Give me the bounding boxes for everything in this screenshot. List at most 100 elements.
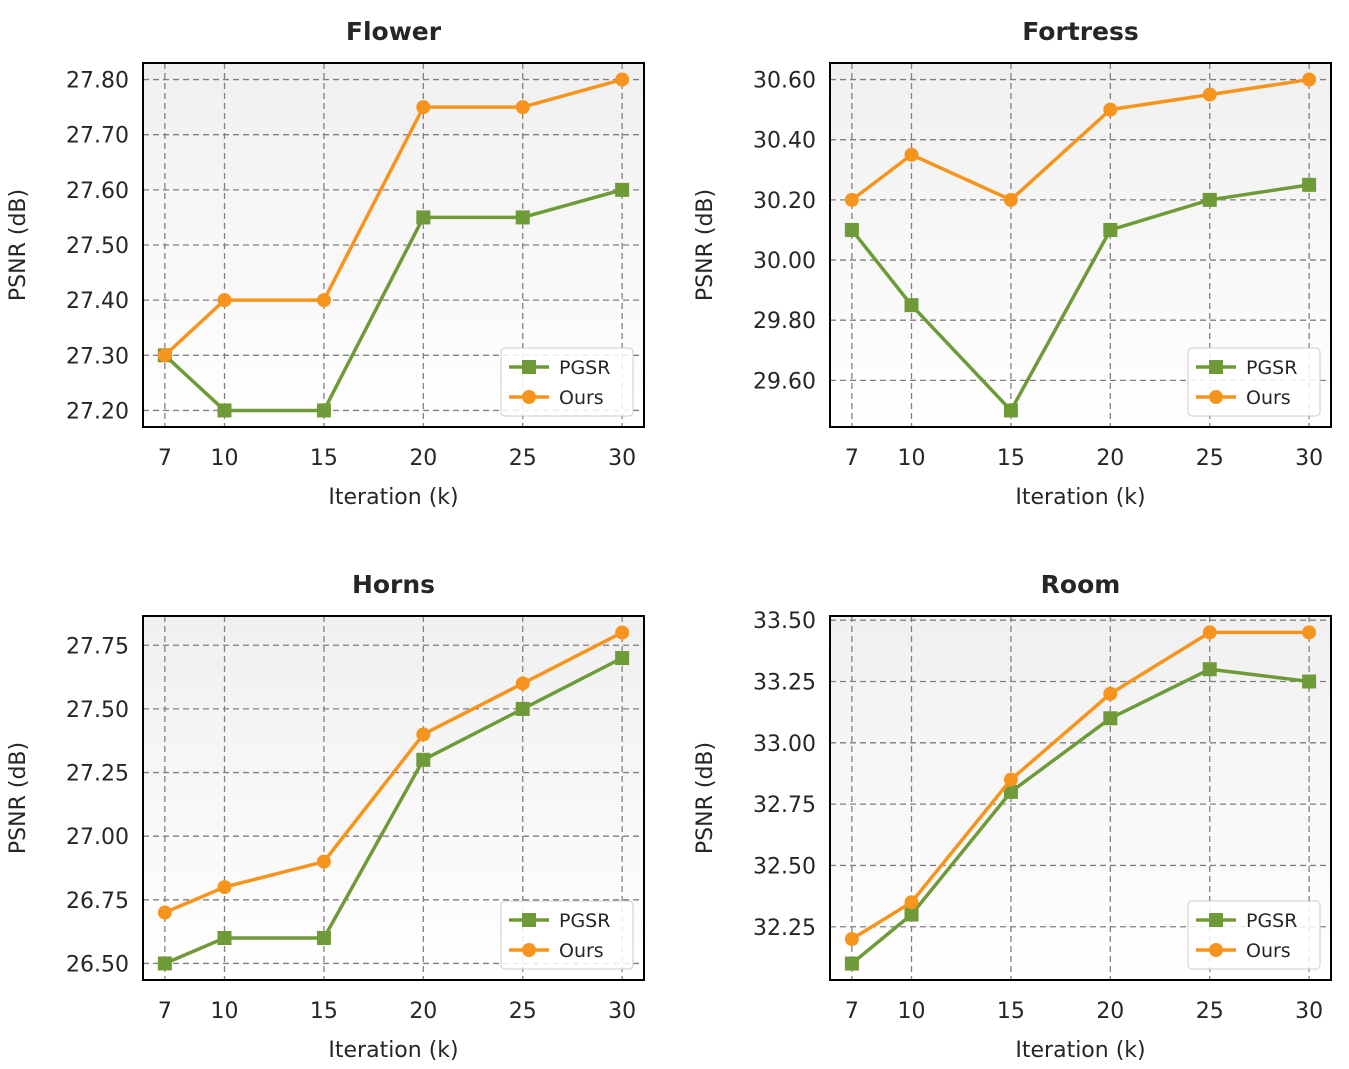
plot-frame <box>142 62 645 428</box>
data-point-pgsr <box>1302 177 1317 192</box>
series-line-pgsr <box>164 656 623 966</box>
y-tick-label: 33.25 <box>753 670 816 695</box>
series-line-pgsr <box>850 183 1310 413</box>
data-point-ours <box>1003 772 1018 787</box>
data-point-ours <box>515 676 530 691</box>
data-point-pgsr <box>1302 674 1317 689</box>
y-tick-label: 27.60 <box>66 179 129 204</box>
y-tick-label: 27.30 <box>66 344 129 369</box>
chart-title: Fortress <box>1022 17 1139 46</box>
chart-panel-flower: 7 10 15 20 25 30 27.20 27.30 27.40 27.50 27.60 27.7… <box>6 17 645 510</box>
data-point-pgsr <box>1003 403 1018 418</box>
legend-marker-ours <box>1209 390 1223 404</box>
x-tick-label: 15 <box>310 446 338 471</box>
y-tick-label: 30.40 <box>753 129 816 154</box>
data-point-pgsr <box>217 403 232 418</box>
legend: PGSR Ours <box>1187 347 1321 417</box>
x-tick-label: 7 <box>158 999 172 1024</box>
y-tick-label: 32.50 <box>753 854 816 879</box>
x-tick-label: 20 <box>409 446 437 471</box>
data-point-pgsr <box>316 403 331 418</box>
data-point-pgsr <box>316 931 331 945</box>
data-point-ours <box>904 895 919 910</box>
x-tick-label: 10 <box>211 446 239 471</box>
x-tick-label: 30 <box>608 999 636 1024</box>
data-point-ours <box>416 100 431 115</box>
y-tick-label: 27.70 <box>66 124 129 149</box>
legend-label-pgsr: PGSR <box>559 910 610 932</box>
data-point-ours <box>1103 102 1118 117</box>
data-point-ours <box>1202 87 1217 102</box>
series-line-pgsr <box>850 667 1310 965</box>
y-tick-label: 27.25 <box>66 762 129 787</box>
y-tick-label: 33.50 <box>753 609 816 634</box>
legend-label-ours: Ours <box>559 387 604 409</box>
x-tick-label: 30 <box>608 446 636 471</box>
chart-panel-horns: 7 10 15 20 25 30 26.50 26.75 27.00 27.25 27.50 27.7… <box>6 570 645 1063</box>
x-tick-label: 15 <box>997 446 1025 471</box>
x-tick-label: 15 <box>310 999 338 1024</box>
x-tick-label: 25 <box>1196 999 1224 1024</box>
legend-marker-pgsr <box>1209 913 1223 927</box>
y-tick-label: 30.00 <box>753 249 816 274</box>
y-axis-label: PSNR (dB) <box>6 742 31 854</box>
data-point-pgsr <box>1202 192 1217 207</box>
data-point-pgsr <box>844 222 859 237</box>
series-line-ours <box>850 630 1310 941</box>
y-axis-label: PSNR (dB) <box>693 742 718 854</box>
y-tick-label: 29.60 <box>753 369 816 394</box>
legend-marker-ours <box>1209 943 1223 957</box>
data-point-ours <box>1202 625 1217 640</box>
x-tick-label: 10 <box>898 999 926 1024</box>
chart-title: Room <box>1041 570 1121 599</box>
legend-label-pgsr: PGSR <box>1246 910 1297 932</box>
data-point-pgsr <box>157 956 172 971</box>
legend-label-ours: Ours <box>559 940 604 962</box>
x-axis-label: Iteration (k) <box>1015 485 1145 510</box>
x-axis-label: Iteration (k) <box>328 1038 458 1063</box>
series-line-ours <box>163 77 623 357</box>
y-tick-label: 27.20 <box>66 399 129 424</box>
data-point-pgsr <box>217 931 232 945</box>
series-line-pgsr <box>163 188 623 413</box>
data-point-ours <box>615 625 630 640</box>
chart-panel-room: 7 10 15 20 25 30 32.25 32.50 32.75 33.00 33.25 33.5… <box>693 570 1332 1063</box>
data-point-pgsr <box>615 651 630 665</box>
y-tick-label: 27.75 <box>66 634 129 659</box>
data-point-ours <box>416 727 431 742</box>
data-point-pgsr <box>416 210 431 225</box>
data-point-ours <box>515 100 530 115</box>
y-tick-label: 26.50 <box>66 952 129 977</box>
data-point-pgsr <box>416 752 431 767</box>
data-point-ours <box>217 880 232 895</box>
y-tick-label: 27.50 <box>66 234 129 259</box>
data-point-ours <box>844 192 859 207</box>
x-tick-label: 10 <box>898 446 926 471</box>
data-point-ours <box>1302 72 1317 87</box>
data-point-pgsr <box>904 298 919 313</box>
y-tick-label: 32.75 <box>753 793 816 818</box>
x-tick-label: 30 <box>1295 446 1323 471</box>
x-tick-label: 25 <box>1196 446 1224 471</box>
y-tick-label: 26.75 <box>66 889 129 914</box>
series-line-ours <box>164 630 623 915</box>
data-point-ours <box>904 147 919 162</box>
x-tick-label: 20 <box>409 999 437 1024</box>
x-axis-label: Iteration (k) <box>328 485 458 510</box>
data-point-ours <box>157 348 172 363</box>
data-point-ours <box>844 932 859 947</box>
y-axis-label: PSNR (dB) <box>6 189 31 301</box>
legend-marker-ours <box>522 943 536 957</box>
legend-label-ours: Ours <box>1246 387 1291 409</box>
y-tick-label: 32.25 <box>753 916 816 941</box>
y-axis-label: PSNR (dB) <box>693 189 718 301</box>
x-tick-label: 7 <box>158 446 172 471</box>
legend-label-pgsr: PGSR <box>559 357 610 379</box>
plot-frame <box>829 62 1332 428</box>
data-point-ours <box>615 72 630 87</box>
x-tick-label: 10 <box>211 999 239 1024</box>
legend-label-ours: Ours <box>1246 940 1291 962</box>
legend-label-pgsr: PGSR <box>1246 357 1297 379</box>
x-tick-label: 15 <box>997 999 1025 1024</box>
